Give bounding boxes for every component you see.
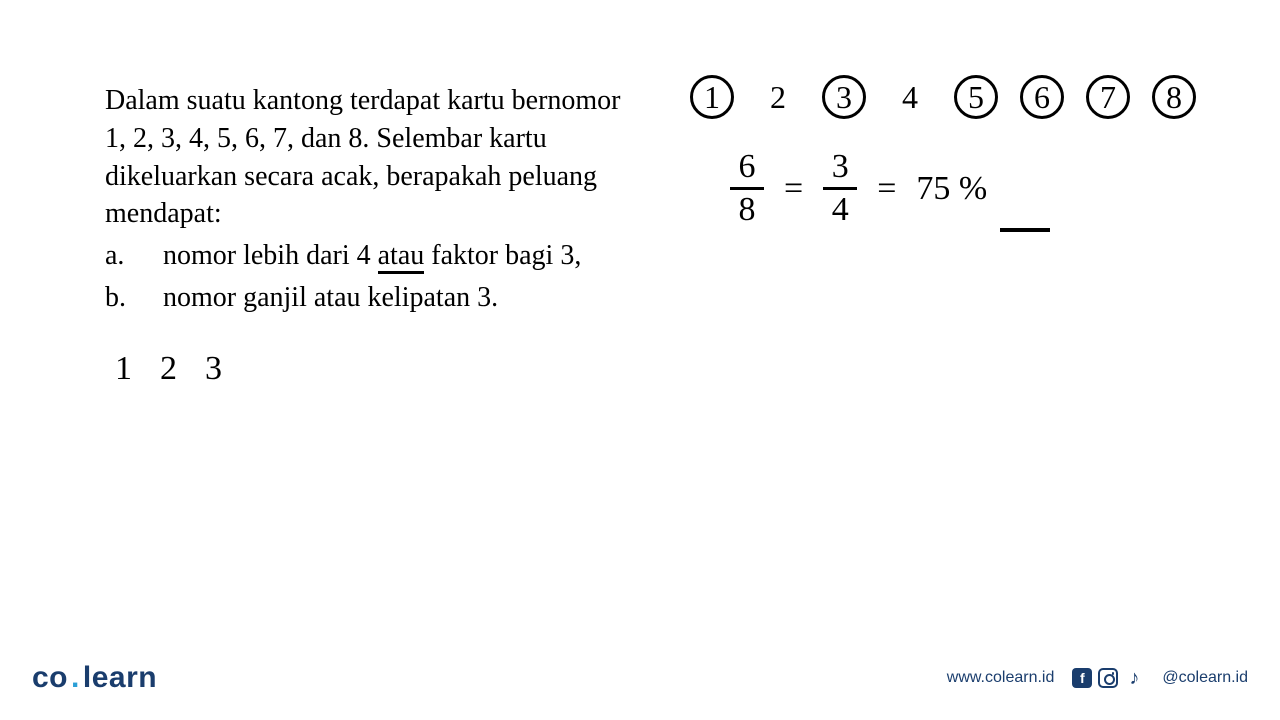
facebook-icon: f [1072,668,1092,688]
frac1-bar [730,187,764,190]
num-1-circled: 1 [690,75,734,119]
num-2: 2 [756,75,800,119]
number-row: 1 2 3 4 5 6 7 8 [690,75,1196,119]
qa-body: nomor lebih dari 4 atau faktor bagi 3, [163,237,581,275]
frac2-denominator: 4 [832,193,849,227]
question-a: a. nomor lebih dari 4 atau faktor bagi 3… [105,237,665,275]
qb-label: b. [105,279,163,317]
footer-url: www.colearn.id [947,669,1055,687]
equals-1: = [784,170,803,208]
num-8-circled: 8 [1152,75,1196,119]
logo-pre: co [32,661,68,694]
calculation-row: 6 8 = 3 4 = 75 % [730,150,987,227]
num-3-circled: 3 [822,75,866,119]
num-6-circled: 6 [1020,75,1064,119]
logo-post: learn [83,661,157,694]
bottom-n2: 2 [160,350,205,387]
social-icons: f ♪ [1072,668,1144,688]
bottom-n1: 1 [115,350,160,387]
qa-underlined: atau [378,240,425,274]
logo-dot: . [68,661,83,694]
equals-2: = [877,170,896,208]
tiktok-icon: ♪ [1124,668,1144,688]
bottom-n3: 3 [205,350,250,387]
instagram-icon [1098,668,1118,688]
brand-logo: co.learn [32,661,157,695]
qb-body: nomor ganjil atau kelipatan 3. [163,279,498,317]
frac2-numerator: 3 [832,150,849,184]
fraction-2: 3 4 [823,150,857,227]
result-underline [1000,228,1050,232]
footer-handle: @colearn.id [1162,669,1248,687]
num-4: 4 [888,75,932,119]
footer-right: www.colearn.id f ♪ @colearn.id [947,668,1248,688]
num-7-circled: 7 [1086,75,1130,119]
frac1-denominator: 8 [739,193,756,227]
bottom-number-row: 123 [115,350,250,388]
problem-line-3: dikeluarkan secara acak, berapakah pelua… [105,158,665,196]
problem-line-4: mendapat: [105,195,665,233]
qa-label: a. [105,237,163,275]
frac1-numerator: 6 [739,150,756,184]
problem-line-1: Dalam suatu kantong terdapat kartu berno… [105,82,665,120]
frac2-bar [823,187,857,190]
qa-after: faktor bagi 3, [424,240,581,271]
problem-line-2: 1, 2, 3, 4, 5, 6, 7, dan 8. Selembar kar… [105,120,665,158]
footer: co.learn www.colearn.id f ♪ @colearn.id [0,661,1280,695]
question-b: b. nomor ganjil atau kelipatan 3. [105,279,665,317]
problem-text: Dalam suatu kantong terdapat kartu berno… [105,82,665,317]
fraction-1: 6 8 [730,150,764,227]
result-percent: 75 % [916,170,987,208]
qa-before: nomor lebih dari 4 [163,240,378,271]
num-5-circled: 5 [954,75,998,119]
